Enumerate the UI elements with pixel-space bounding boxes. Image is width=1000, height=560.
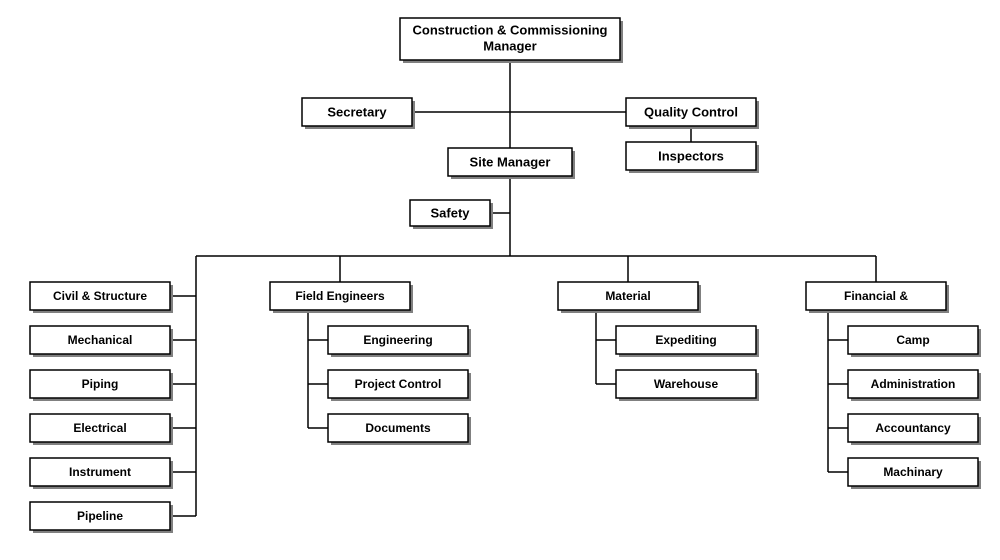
node-electrical: Electrical: [30, 414, 173, 445]
node-label: Manager: [483, 39, 536, 54]
node-civil-structure: Civil & Structure: [30, 282, 173, 313]
node-safety: Safety: [410, 200, 493, 229]
node-piping: Piping: [30, 370, 173, 401]
node-label: Machinary: [883, 465, 943, 479]
node-label: Warehouse: [654, 377, 719, 391]
node-label: Pipeline: [77, 509, 123, 523]
node-label: Financial &: [844, 289, 908, 303]
node-project-control: Project Control: [328, 370, 471, 401]
node-label: Accountancy: [875, 421, 951, 435]
node-label: Engineering: [363, 333, 432, 347]
node-label: Material: [605, 289, 650, 303]
node-label: Inspectors: [658, 148, 724, 163]
node-field-engineers: Field Engineers: [270, 282, 413, 313]
node-label: Project Control: [355, 377, 442, 391]
node-mechanical: Mechanical: [30, 326, 173, 357]
node-warehouse: Warehouse: [616, 370, 759, 401]
node-secretary: Secretary: [302, 98, 415, 129]
node-camp: Camp: [848, 326, 981, 357]
node-label: Site Manager: [470, 154, 551, 169]
node-material: Material: [558, 282, 701, 313]
node-label: Camp: [896, 333, 929, 347]
node-label: Electrical: [73, 421, 126, 435]
node-label: Administration: [871, 377, 956, 391]
node-documents: Documents: [328, 414, 471, 445]
node-financial: Financial &: [806, 282, 949, 313]
node-label: Expediting: [655, 333, 716, 347]
node-label: Field Engineers: [295, 289, 385, 303]
node-label: Mechanical: [68, 333, 133, 347]
node-accountancy: Accountancy: [848, 414, 981, 445]
node-inspectors: Inspectors: [626, 142, 759, 173]
node-expediting: Expediting: [616, 326, 759, 357]
node-label: Quality Control: [644, 104, 738, 119]
node-pipeline: Pipeline: [30, 502, 173, 533]
node-label: Piping: [82, 377, 119, 391]
node-label: Construction & Commissioning: [413, 22, 608, 37]
node-label: Instrument: [69, 465, 131, 479]
node-instrument: Instrument: [30, 458, 173, 489]
node-label: Secretary: [327, 104, 387, 119]
node-engineering: Engineering: [328, 326, 471, 357]
org-chart: Construction & Commissioning Manager Secre…: [0, 0, 1000, 560]
node-ccm: Construction & Commissioning Manager: [400, 18, 623, 63]
node-label: Documents: [365, 421, 431, 435]
node-label: Civil & Structure: [53, 289, 147, 303]
node-site-manager: Site Manager: [448, 148, 575, 179]
node-label: Safety: [430, 205, 470, 220]
node-machinary: Machinary: [848, 458, 981, 489]
node-administration: Administration: [848, 370, 981, 401]
node-qc: Quality Control: [626, 98, 759, 129]
